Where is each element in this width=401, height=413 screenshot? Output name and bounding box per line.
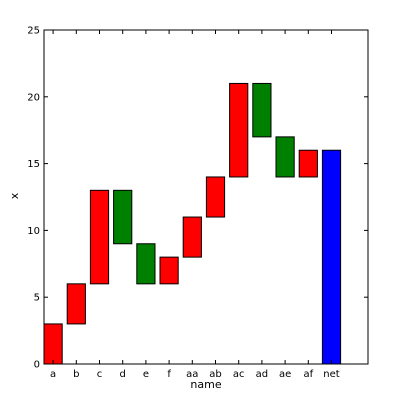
x-tick-label: b [73,369,79,380]
x-tick-label: e [143,369,149,380]
y-tick-label: 10 [27,226,40,237]
bar-d [114,190,132,243]
x-tick-label: net [323,369,339,380]
bar-ae [276,137,294,177]
x-tick-label: ad [256,369,268,380]
bar-ac [230,83,248,177]
bar-f [160,257,178,284]
x-axis-label: name [190,378,221,391]
bar-ad [253,83,271,136]
bar-b [67,284,85,324]
y-tick-label: 20 [27,92,40,103]
bars-layer [44,83,341,364]
bar-aa [183,217,201,257]
bar-a [44,324,62,364]
x-tick-label: af [303,369,313,380]
x-tick-label: ae [279,369,291,380]
x-tick-label: c [97,369,103,380]
bar-net [322,150,340,364]
x-tick-label: ac [233,369,245,380]
y-tick-label: 15 [27,159,40,170]
bar-e [137,244,155,284]
bar-ab [206,177,224,217]
y-axis-label: x [8,192,21,199]
x-tick-label: d [120,369,126,380]
y-tick-label: 0 [34,360,40,371]
y-tick-label: 25 [27,26,40,37]
x-tick-label: f [167,369,171,380]
bar-af [299,150,317,177]
y-tick-label: 5 [34,293,40,304]
bar-c [90,190,108,284]
x-tick-label: a [50,369,56,380]
